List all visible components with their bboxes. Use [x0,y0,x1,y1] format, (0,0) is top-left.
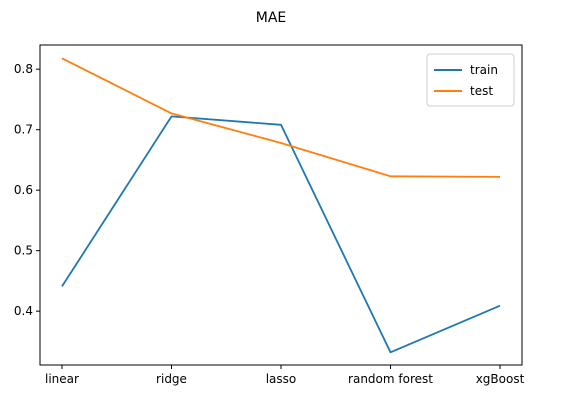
y-tick-label: 0.5 [14,244,33,258]
legend-box [426,53,515,107]
x-tick-label: lasso [266,372,297,386]
chart-title: MAE [256,10,287,26]
series-line-test [61,57,501,178]
x-axis: linear ridge lasso random forest xgBoost [45,365,525,386]
legend: train test [426,53,515,107]
y-tick-label: 0.4 [14,304,33,318]
y-tick-label: 0.6 [14,183,33,197]
x-tick-label: ridge [156,372,187,386]
x-tick-label: random forest [348,372,433,386]
legend-label-test: test [470,84,493,98]
y-tick-label: 0.8 [14,62,33,76]
y-tick-label: 0.7 [14,123,33,137]
x-tick-label: linear [45,372,79,386]
x-tick-label: xgBoost [476,372,525,386]
series-line-train [61,115,501,354]
series-layer [61,57,501,354]
legend-label-train: train [470,63,498,77]
y-axis: 0.4 0.5 0.6 0.7 0.8 [14,62,40,318]
